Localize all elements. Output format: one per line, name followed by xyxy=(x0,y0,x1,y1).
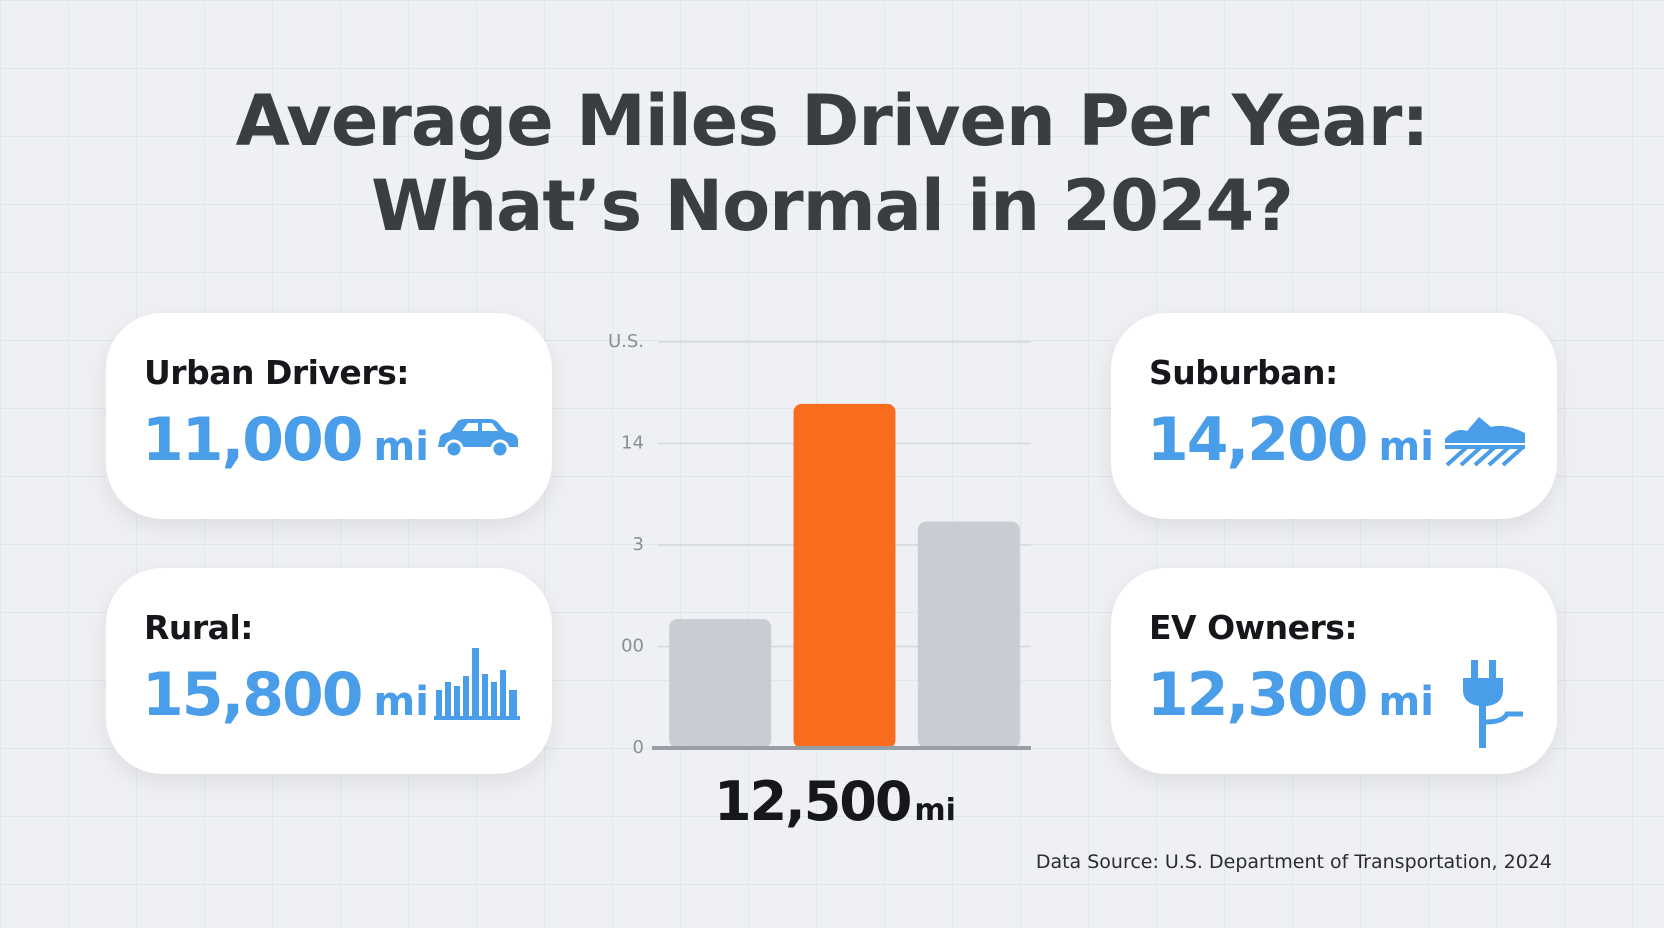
bar xyxy=(793,403,896,748)
bar xyxy=(669,619,772,748)
card-value: 15,800 mi xyxy=(142,660,429,730)
card-label: Suburban: xyxy=(1149,353,1338,392)
source-note: Data Source: U.S. Department of Transpor… xyxy=(1035,851,1552,873)
unit: mi xyxy=(1378,424,1434,470)
farm-icon xyxy=(1445,417,1525,467)
value: 11,000 xyxy=(142,405,364,475)
title-line: What’s Normal in 2024? xyxy=(371,165,1294,247)
plug-icon xyxy=(1463,660,1523,748)
card-value: 12,300 mi xyxy=(1147,660,1434,730)
city-icon xyxy=(434,648,520,720)
car-icon xyxy=(438,419,518,459)
stat-card: Suburban: 14,200 mi xyxy=(1111,313,1557,519)
value: 12,300 xyxy=(1147,660,1369,730)
card-value: 11,000 mi xyxy=(142,405,429,475)
stat-card: EV Owners: 12,300 mi xyxy=(1111,568,1557,774)
card-label: Rural: xyxy=(144,608,253,647)
unit: mi xyxy=(373,424,429,470)
card-label: Urban Drivers: xyxy=(144,353,409,392)
unit: mi xyxy=(1378,679,1434,725)
stat-card: Rural: 15,800 mi xyxy=(106,568,552,774)
bar xyxy=(917,521,1020,748)
title-line: Average Miles Driven Per Year: xyxy=(235,80,1430,162)
card-value: 14,200 mi xyxy=(1147,405,1434,475)
value: 14,200 xyxy=(1147,405,1369,475)
card-label: EV Owners: xyxy=(1149,608,1358,647)
value: 12,500 xyxy=(714,770,912,833)
y-tick-label: 14 xyxy=(621,433,644,454)
stat-card: Urban Drivers: 11,000 mi xyxy=(106,313,552,519)
y-tick-label: 0 xyxy=(633,737,644,758)
y-tick-label: U.S. xyxy=(608,331,644,352)
national-average: 12,500 mi xyxy=(600,770,1070,833)
y-tick-label: 3 xyxy=(633,534,644,555)
value: 15,800 xyxy=(142,660,364,730)
y-tick-label: 00 xyxy=(621,636,644,657)
unit: mi xyxy=(914,793,956,828)
unit: mi xyxy=(373,679,429,725)
